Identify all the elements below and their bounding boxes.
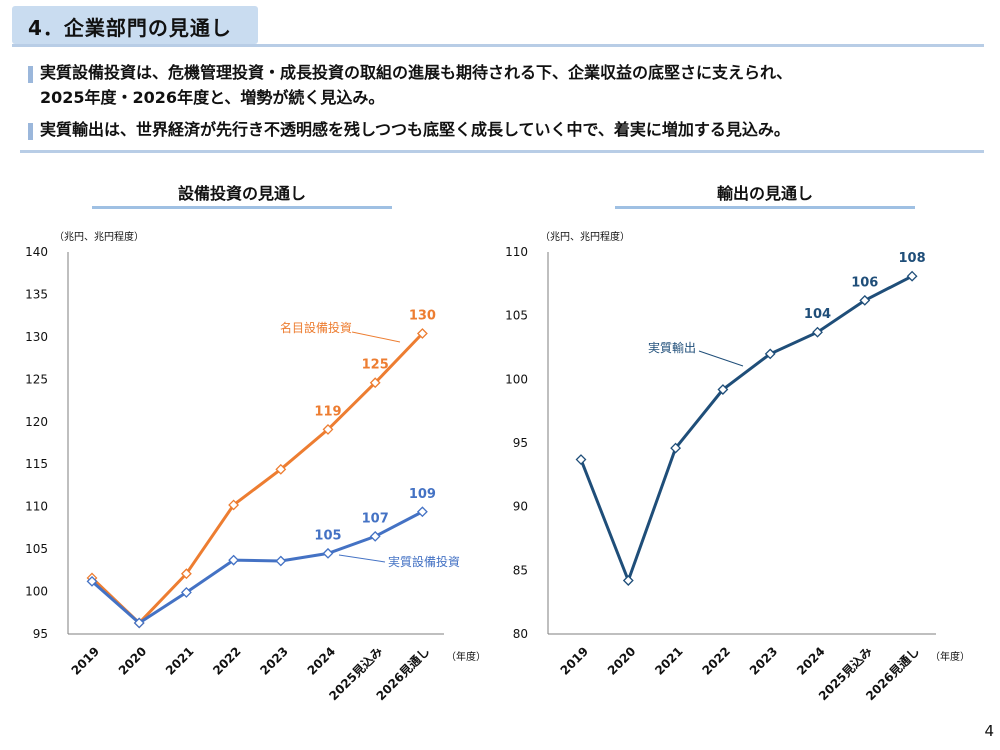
data-point-marker — [133, 617, 145, 629]
data-point-marker — [180, 586, 192, 598]
y-tick-label: 105 — [505, 309, 528, 323]
data-point-marker — [275, 555, 287, 567]
data-point-marker — [322, 423, 334, 435]
chart-title-exports: 輸出の見通し — [716, 184, 813, 203]
y-tick-label: 115 — [25, 457, 48, 471]
x-tick-label: 2019 — [69, 644, 103, 678]
data-point-marker — [369, 530, 381, 542]
x-unit-label: （年度） — [446, 650, 486, 663]
chart-title-rule — [92, 206, 392, 209]
section-tab — [12, 6, 258, 44]
data-point-marker — [275, 463, 287, 475]
data-point-marker — [670, 442, 682, 454]
y-tick-label: 80 — [513, 627, 528, 641]
bullets-rule — [20, 150, 984, 153]
data-label: 130 — [409, 308, 436, 323]
bullet-marker — [28, 123, 33, 140]
data-point-marker — [228, 499, 240, 511]
bullet-text-2: 実質輸出は、世界経済が先行き不透明感を残しつつも底堅く成長していく中で、着実に増… — [40, 120, 790, 139]
series-name-label: 名目設備投資 — [280, 320, 352, 335]
series-name-label: 実質輸出 — [648, 340, 696, 355]
y-tick-label: 90 — [513, 500, 528, 514]
y-tick-label: 100 — [25, 585, 48, 599]
x-tick-label: 2024 — [794, 644, 828, 678]
bullet-marker — [28, 66, 33, 83]
x-tick-label: 2019 — [558, 644, 592, 678]
bullet-text-1: 実質設備投資は、危機管理投資・成長投資の取組の進展も期待される下、企業収益の底堅… — [40, 63, 793, 82]
y-tick-label: 85 — [513, 563, 528, 577]
y-tick-label: 100 — [505, 372, 528, 386]
data-label: 119 — [314, 404, 341, 419]
y-tick-label: 140 — [25, 245, 48, 259]
series-leader-line — [351, 331, 401, 343]
x-tick-label: 2020 — [116, 644, 150, 678]
y-tick-label: 95 — [513, 436, 528, 450]
data-point-marker — [416, 506, 428, 518]
x-tick-label: 2022 — [210, 644, 244, 678]
bullet-text-1-cont: 2025年度・2026年度と、増勢が続く見込み。 — [40, 88, 385, 107]
x-unit-label: （年度） — [930, 650, 970, 663]
data-label: 109 — [409, 487, 436, 502]
data-point-marker — [369, 377, 381, 389]
header-rule — [12, 44, 984, 47]
data-point-marker — [812, 326, 823, 338]
x-tick-label: 2021 — [163, 644, 197, 678]
data-label: 125 — [362, 358, 389, 373]
data-point-marker — [86, 575, 98, 587]
series-leader-line — [338, 554, 386, 563]
y-tick-label: 95 — [33, 627, 48, 641]
chart-title-rule — [615, 206, 915, 209]
data-point-marker — [622, 575, 634, 586]
series-name-label: 実質設備投資 — [388, 554, 460, 569]
data-point-marker — [180, 568, 192, 580]
data-label: 105 — [314, 528, 341, 543]
y-unit-label: （兆円、兆円程度） — [540, 230, 630, 243]
data-point-marker — [416, 328, 428, 339]
x-tick-label: 2023 — [257, 644, 291, 678]
page-number: 4 — [984, 722, 994, 740]
data-point-marker — [322, 547, 334, 559]
y-tick-label: 125 — [25, 372, 48, 386]
series-leader-line — [698, 350, 744, 367]
data-point-marker — [717, 384, 729, 395]
y-tick-label: 120 — [25, 415, 48, 429]
chart-title-investment: 設備投資の見通し — [177, 184, 306, 203]
data-label: 104 — [804, 307, 831, 322]
data-label: 106 — [851, 275, 878, 290]
data-point-marker — [228, 554, 240, 566]
y-tick-label: 105 — [25, 542, 48, 556]
data-label: 108 — [899, 251, 926, 266]
series-line — [90, 332, 424, 626]
x-tick-label: 2021 — [652, 644, 686, 678]
data-point-marker — [906, 270, 918, 282]
x-tick-label: 2024 — [305, 644, 339, 678]
series-line — [91, 510, 424, 625]
y-unit-label: （兆円、兆円程度） — [54, 230, 144, 243]
section-title: 4．企業部門の見通し — [28, 16, 232, 40]
y-tick-label: 130 — [25, 330, 48, 344]
y-tick-label: 110 — [505, 245, 528, 259]
y-tick-label: 135 — [25, 287, 48, 301]
x-tick-label: 2022 — [700, 644, 734, 678]
series-line — [579, 274, 913, 585]
data-label: 107 — [362, 511, 389, 526]
x-tick-label: 2023 — [747, 644, 781, 678]
data-point-marker — [764, 348, 776, 360]
data-point-marker — [575, 454, 587, 465]
x-tick-label: 2020 — [605, 644, 639, 678]
y-tick-label: 110 — [25, 500, 48, 514]
data-point-marker — [859, 294, 871, 306]
